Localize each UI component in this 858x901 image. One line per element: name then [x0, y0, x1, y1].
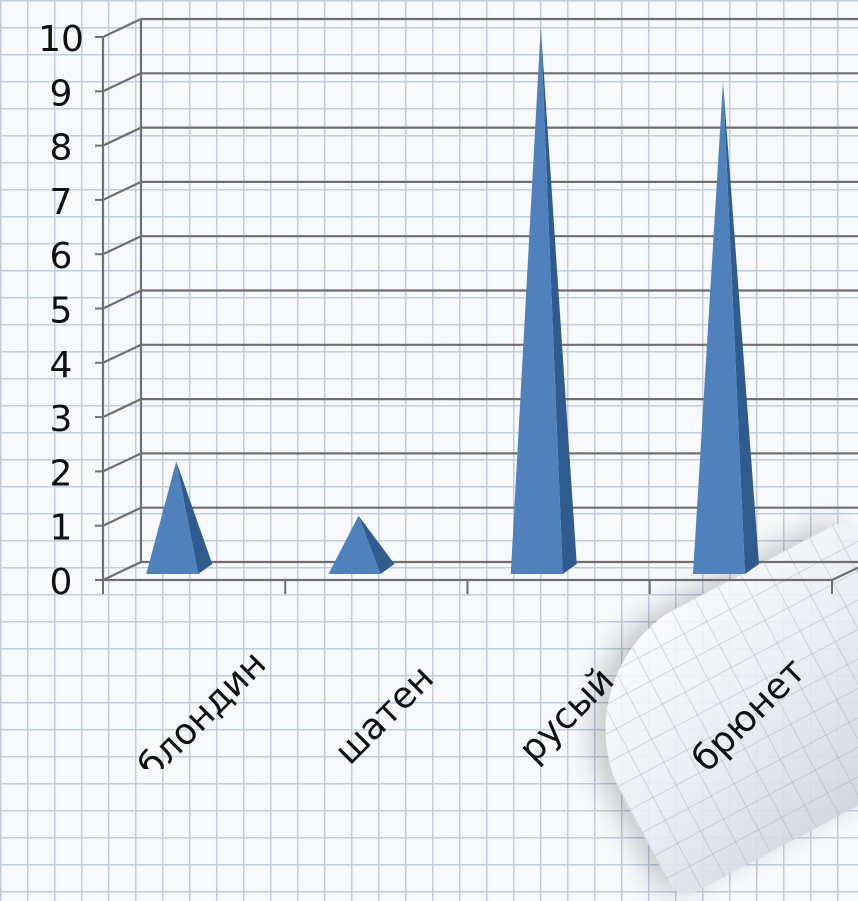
floor-edge — [831, 566, 858, 581]
gridline-depth-10 — [102, 18, 142, 38]
y-tick-label: 5 — [50, 291, 73, 332]
bar-брюнет — [693, 81, 760, 575]
gridline-depth-6 — [102, 235, 142, 256]
label-layer: 0 1 2 3 4 5 6 7 8 9 10 блондин шатен русый брюнет — [38, 19, 814, 769]
y-tick-label: 10 — [38, 19, 84, 60]
axis-layer — [95, 19, 858, 594]
bar-side-face — [723, 81, 760, 575]
y-tick-label: 3 — [50, 399, 73, 440]
category-label: шатен — [327, 658, 442, 769]
bar-front-face — [328, 515, 381, 574]
gridline-depth-0 — [102, 561, 142, 581]
grid-layer — [102, 17, 858, 581]
bar-front-face — [693, 81, 746, 575]
gridline-depth-1 — [102, 506, 142, 527]
category-label: брюнет — [684, 650, 813, 769]
gridline-depth-7 — [102, 180, 142, 201]
y-tick-label: 7 — [50, 182, 73, 223]
gridline-depth-3 — [102, 398, 142, 419]
y-tick-label: 0 — [50, 562, 73, 603]
y-tick-label: 4 — [50, 345, 73, 386]
bar-layer — [146, 27, 760, 575]
category-label: блондин — [130, 643, 274, 769]
bar-шатен — [328, 515, 395, 574]
y-tick-label: 6 — [50, 236, 73, 277]
gridline-depth-4 — [102, 343, 142, 364]
y-tick-label: 9 — [50, 73, 73, 114]
bar-front-face — [510, 27, 563, 574]
chart-area: 0 1 2 3 4 5 6 7 8 9 10 блондин шатен русый брюнет — [38, 17, 858, 901]
bar-side-face — [540, 27, 577, 574]
bar-side-face — [358, 515, 395, 574]
gridline-depth-2 — [102, 452, 142, 473]
bar-front-face — [146, 461, 199, 574]
pyramid-bar-chart: 0 1 2 3 4 5 6 7 8 9 10 блондин шатен русый брюнет — [38, 17, 858, 769]
bar-блондин — [146, 461, 213, 574]
gridline-depth-5 — [102, 289, 142, 310]
gridline-depth-8 — [102, 126, 142, 147]
bar-русый — [510, 27, 577, 574]
gridline-depth-9 — [102, 72, 142, 93]
y-tick-label: 1 — [50, 508, 73, 549]
y-tick-label: 2 — [50, 453, 73, 494]
y-tick-label: 8 — [50, 128, 73, 169]
bar-side-face — [176, 461, 213, 574]
category-label: русый — [511, 660, 622, 769]
